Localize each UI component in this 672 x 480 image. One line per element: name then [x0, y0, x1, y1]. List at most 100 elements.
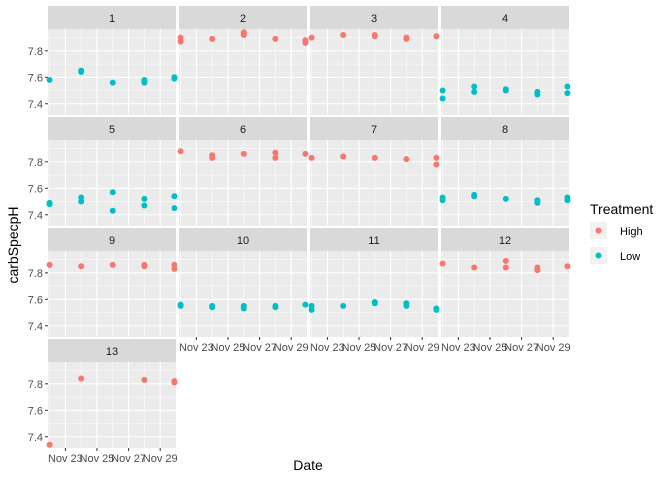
y-tick-label: 7.4	[28, 99, 43, 111]
data-point	[240, 31, 247, 38]
facet-strip-label: 10	[237, 235, 249, 247]
data-point	[534, 91, 541, 98]
facet-strip	[48, 228, 176, 251]
data-point	[171, 75, 178, 82]
data-point	[177, 38, 184, 45]
x-tick-label: Nov 27	[373, 342, 408, 354]
facet-strip-label: 6	[240, 124, 246, 136]
facet-strip-label: 7	[371, 124, 377, 136]
data-point	[109, 79, 116, 86]
data-point	[209, 304, 216, 311]
x-tick-label: Nov 23	[310, 342, 345, 354]
data-point	[534, 267, 541, 274]
legend-title: Treatment	[590, 201, 653, 217]
facet-panel: 2	[177, 6, 309, 115]
y-axis-title: carbSpecpH	[5, 206, 21, 283]
data-point	[433, 161, 440, 168]
facet-strip	[310, 117, 438, 140]
data-point	[46, 261, 53, 268]
y-tick-label: 7.6	[28, 183, 43, 195]
data-point	[308, 34, 315, 41]
data-point	[46, 441, 53, 448]
data-point	[534, 199, 541, 206]
facet-strip-label: 1	[109, 13, 115, 25]
data-point	[141, 263, 148, 270]
data-point	[141, 76, 148, 83]
y-tick-label: 7.6	[28, 72, 43, 84]
data-point	[371, 154, 378, 161]
data-point	[171, 265, 178, 272]
facet-panel: 9 7.4 7.6 7.8	[28, 228, 178, 337]
data-point	[302, 301, 309, 308]
data-point	[471, 88, 478, 95]
data-point	[141, 202, 148, 209]
facet-strip	[179, 228, 307, 251]
data-point	[371, 300, 378, 307]
data-point	[564, 197, 571, 204]
facet-panel: 7	[308, 117, 440, 226]
facet-strip-label: 13	[106, 346, 118, 358]
y-tick-label: 7.6	[28, 294, 43, 306]
x-tick-label: Nov 29	[143, 453, 178, 465]
legend: Treatment High Low	[590, 201, 653, 264]
data-point	[502, 195, 509, 202]
data-point	[308, 306, 315, 313]
legend-point	[595, 252, 602, 259]
x-tick-label: Nov 27	[242, 342, 277, 354]
data-point	[240, 150, 247, 157]
facet-strip	[441, 228, 569, 251]
y-tick-label: 7.4	[28, 321, 43, 333]
data-point	[502, 257, 509, 264]
data-point	[78, 375, 85, 382]
data-point	[171, 193, 178, 200]
panel-background	[441, 251, 569, 337]
data-point	[78, 69, 85, 75]
y-tick-label: 7.8	[28, 46, 43, 58]
facet-panel: 6	[177, 117, 309, 226]
data-point	[272, 154, 279, 161]
x-tick-label: Nov 23	[48, 453, 83, 465]
facet-strip	[441, 117, 569, 140]
facet-strip-label: 3	[371, 13, 377, 25]
panel-background	[48, 29, 176, 115]
data-point	[177, 148, 184, 155]
y-tick-label: 7.8	[28, 268, 43, 280]
data-point	[439, 260, 446, 267]
y-tick-label: 7.4	[28, 432, 43, 444]
data-point	[177, 302, 184, 309]
facet-strip-label: 2	[240, 13, 246, 25]
data-point	[502, 87, 509, 94]
facet-panel: 3	[308, 6, 440, 115]
data-point	[502, 264, 509, 271]
x-tick-label: Nov 27	[504, 342, 539, 354]
x-tick-label: Nov 25	[211, 342, 246, 354]
data-point	[403, 156, 410, 163]
data-point	[371, 33, 378, 40]
legend-point	[595, 227, 602, 234]
panel-background	[310, 29, 438, 115]
facet-panel: 4	[439, 6, 571, 115]
facet-strip	[441, 6, 569, 29]
x-tick-label: Nov 23	[179, 342, 214, 354]
data-point	[109, 189, 116, 196]
data-point	[171, 379, 178, 386]
data-point	[141, 195, 148, 202]
panel-background	[179, 251, 307, 337]
data-point	[272, 149, 279, 156]
facet-strip-label: 11	[368, 235, 379, 247]
x-tick-label: Nov 25	[80, 453, 115, 465]
y-tick-label: 7.8	[28, 157, 43, 169]
data-point	[46, 201, 53, 208]
data-point	[439, 197, 446, 204]
x-tick-label: Nov 25	[473, 342, 508, 354]
legend-label: Low	[620, 251, 640, 263]
facet-strip	[48, 117, 176, 140]
x-tick-label: Nov 25	[342, 342, 377, 354]
facet-strip	[48, 6, 176, 29]
panel-background	[441, 29, 569, 115]
panel-background	[310, 251, 438, 337]
x-axis-title: Date	[293, 457, 323, 473]
data-point	[46, 76, 53, 83]
